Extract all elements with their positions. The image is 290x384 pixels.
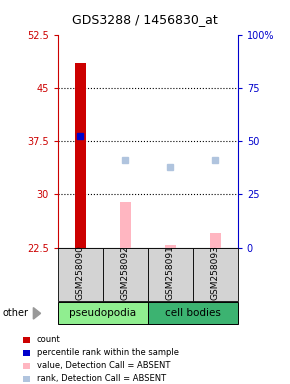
Bar: [120, 202, 131, 248]
Text: percentile rank within the sample: percentile rank within the sample: [37, 348, 179, 357]
Text: pseudopodia: pseudopodia: [69, 308, 137, 318]
Text: value, Detection Call = ABSENT: value, Detection Call = ABSENT: [37, 361, 170, 370]
Text: other: other: [3, 308, 29, 318]
Text: GDS3288 / 1456830_at: GDS3288 / 1456830_at: [72, 13, 218, 26]
Text: GSM258090: GSM258090: [76, 245, 85, 300]
Text: rank, Detection Call = ABSENT: rank, Detection Call = ABSENT: [37, 374, 166, 383]
Text: GSM258093: GSM258093: [211, 245, 220, 300]
Bar: [165, 245, 176, 248]
Text: cell bodies: cell bodies: [165, 308, 221, 318]
Bar: [210, 233, 221, 248]
Bar: [75, 63, 86, 248]
Text: GSM258092: GSM258092: [121, 245, 130, 300]
Text: GSM258091: GSM258091: [166, 245, 175, 300]
Text: count: count: [37, 335, 61, 344]
